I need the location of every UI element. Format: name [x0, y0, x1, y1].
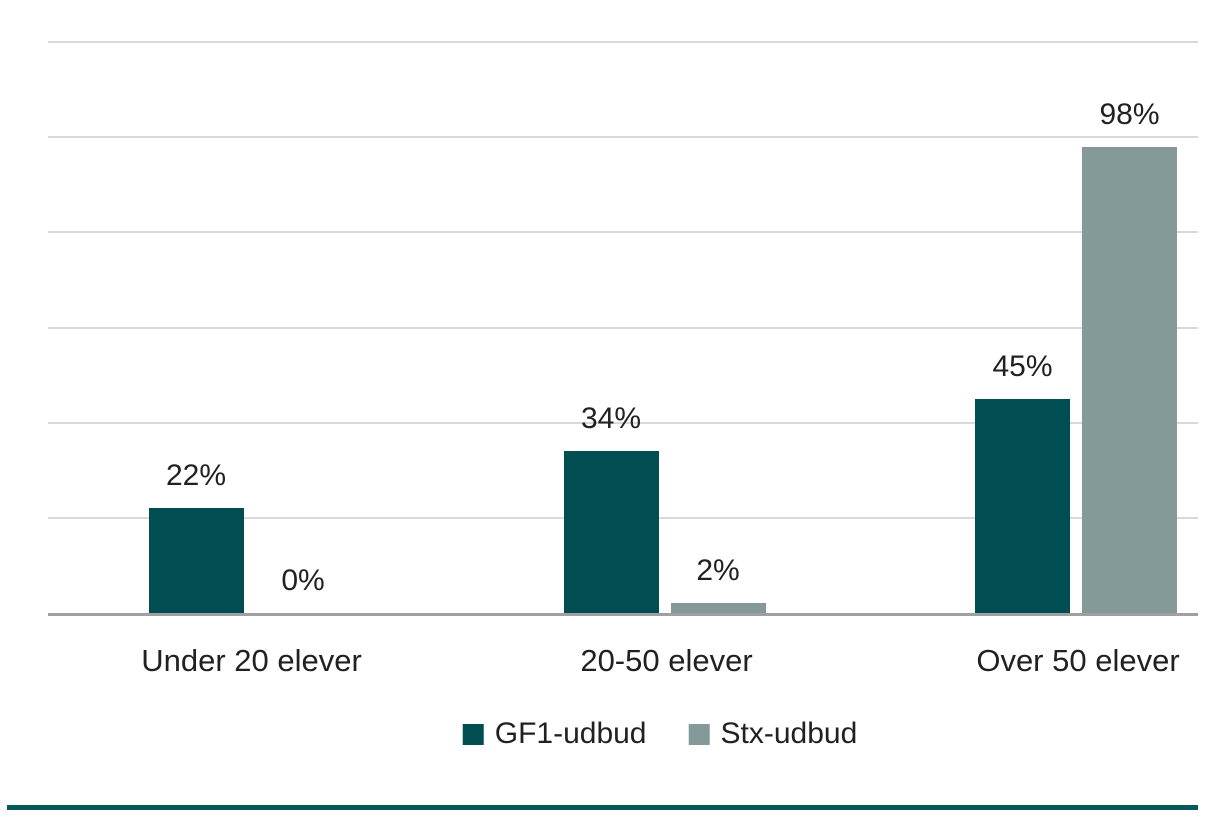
bar-stx-udbud-cat1	[670, 603, 766, 613]
category-label: Under 20 elever	[141, 643, 362, 678]
legend-label: Stx-udbud	[720, 717, 858, 750]
data-label: 34%	[580, 402, 642, 436]
data-label: 0%	[281, 564, 325, 597]
legend-swatch-gf1-udbud	[462, 723, 484, 745]
gridline	[48, 326, 1198, 329]
bar-stx-udbud-cat2	[1082, 146, 1177, 613]
legend-swatch-stx-udbud	[688, 723, 710, 745]
bar-gf1-udbud-cat0	[148, 508, 244, 613]
gridline	[48, 231, 1198, 234]
gridline	[48, 41, 1198, 43]
data-label: 2%	[696, 554, 740, 588]
category-label: Over 50 elever	[976, 643, 1180, 678]
legend-item-stx-udbud: Stx-udbud	[688, 717, 858, 751]
data-label: 98%	[1099, 97, 1160, 131]
bar-gf1-udbud-cat2	[975, 398, 1070, 613]
data-label: 45%	[992, 349, 1053, 383]
gridline	[48, 421, 1198, 424]
x-axis-line	[48, 613, 1198, 616]
legend: GF1-udbud Stx-udbud	[462, 712, 858, 756]
legend-label: GF1-udbud	[494, 717, 647, 750]
data-label: 22%	[165, 459, 227, 493]
accent-bottom-rule	[7, 805, 1198, 810]
legend-item-gf1-udbud: GF1-udbud	[462, 717, 647, 751]
bar-gf1-udbud-cat1	[563, 451, 659, 613]
category-label: 20-50 elever	[580, 643, 753, 678]
gridline	[48, 136, 1198, 139]
